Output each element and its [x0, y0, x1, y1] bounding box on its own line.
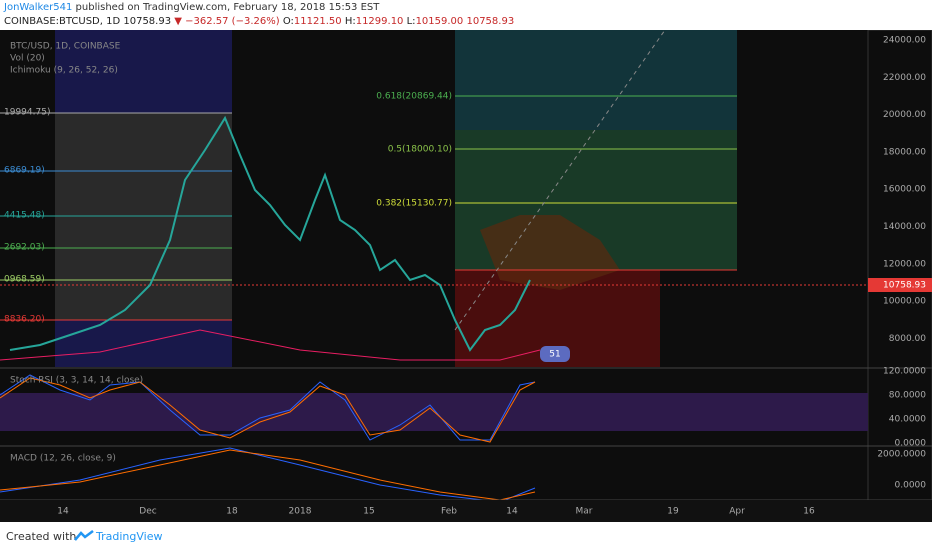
time-tick: Feb [441, 507, 457, 517]
fib-label: 0.618(20869.44) [376, 92, 452, 102]
stoch-tick: 0.0000 [895, 439, 927, 449]
symbol: COINBASE:BTCUSD, 1D [4, 16, 121, 27]
stoch-tick: 120.0000 [883, 367, 926, 377]
price-tag: 10758.93 [883, 281, 926, 291]
author[interactable]: JonWalker541 [4, 2, 73, 13]
logo [74, 530, 94, 541]
macd-title: MACD (12, 26, close, 9) [10, 454, 116, 464]
time-tick: Dec [139, 507, 156, 517]
badge[interactable]: 51 [549, 350, 560, 360]
time-tick: 14 [506, 507, 518, 517]
time-tick: 16 [803, 507, 815, 517]
stoch-tick: 40.0000 [889, 415, 926, 425]
footer: Created with TradingView [0, 522, 932, 550]
fib-label: 0.382(15130.77) [376, 199, 452, 209]
cloud [480, 215, 620, 290]
time-tick: 18 [226, 507, 238, 517]
open: 11121.50 [293, 16, 342, 27]
price-tick: 12000.00 [883, 259, 926, 269]
fib-label: 0968.59) [4, 275, 45, 285]
fib-label: 2692.03) [4, 243, 45, 253]
price-tick: 22000.00 [883, 73, 926, 83]
fib-lines [0, 95, 737, 321]
stoch-title: Stoch RSI (3, 3, 14, 14, close) [10, 376, 143, 386]
price-tag-box [868, 278, 932, 292]
fib-label: 6869.19) [4, 166, 45, 176]
time-tick: Mar [576, 507, 593, 517]
created-with: Created with [6, 530, 77, 543]
time-tick: 2018 [289, 507, 312, 517]
legend-item: BTC/USD, 1D, COINBASE [10, 42, 121, 52]
price-tick: 10000.00 [883, 297, 926, 307]
price-tick: 8000.00 [889, 334, 926, 344]
macd-tick: 2000.0000 [877, 450, 926, 460]
fib-label: 19994.75) [4, 108, 50, 118]
stoch-tick: 80.0000 [889, 391, 926, 401]
time-axis [0, 500, 932, 522]
time-tick: 14 [57, 507, 69, 517]
price-tick: 20000.00 [883, 110, 926, 120]
badge-box[interactable] [540, 346, 570, 362]
published: published on TradingView.com, February 1… [75, 2, 380, 13]
publish-line: JonWalker541 published on TradingView.co… [4, 2, 379, 13]
last: 10758.93 [123, 16, 172, 27]
legend-item: Ichimoku (9, 26, 52, 26) [10, 66, 118, 76]
brand[interactable]: TradingView [96, 530, 163, 543]
time-tick: 15 [363, 507, 374, 517]
high-label: H: [344, 16, 356, 27]
symbol-line: COINBASE:BTCUSD, 1D 10758.93 ▼ −362.57 (… [4, 16, 514, 27]
volume-ma [0, 329, 541, 361]
fib-label: 4415.48) [4, 211, 45, 221]
trend-projection [454, 30, 666, 331]
legend-item: Vol (20) [10, 54, 45, 64]
fib-label: 8836.20) [4, 315, 45, 325]
stoch-d [0, 377, 536, 443]
open-label: O: [282, 16, 294, 27]
price-path [9, 115, 531, 352]
price-tick: 18000.00 [883, 147, 926, 157]
chart: BTC/USD, 1D, COINBASE Vol (20) Ichimoku (9… [0, 30, 932, 522]
high: 11299.10 [355, 16, 404, 27]
price-tick: 24000.00 [883, 36, 926, 46]
low-label: L: [406, 16, 416, 27]
low: 10159.00 [415, 16, 464, 27]
stoch-k [0, 374, 536, 441]
change: ▼ −362.57 (−3.26%) [174, 16, 280, 27]
macd-tick: 0.0000 [895, 481, 927, 491]
time-tick: Apr [729, 507, 745, 517]
price-tick: 16000.00 [883, 185, 926, 195]
signal-line [0, 449, 536, 501]
close: 10758.93 [466, 16, 515, 27]
time-tick: 19 [667, 507, 679, 517]
price-tick: 14000.00 [883, 222, 926, 232]
fib-label: 0.5(18000.10) [388, 145, 452, 155]
